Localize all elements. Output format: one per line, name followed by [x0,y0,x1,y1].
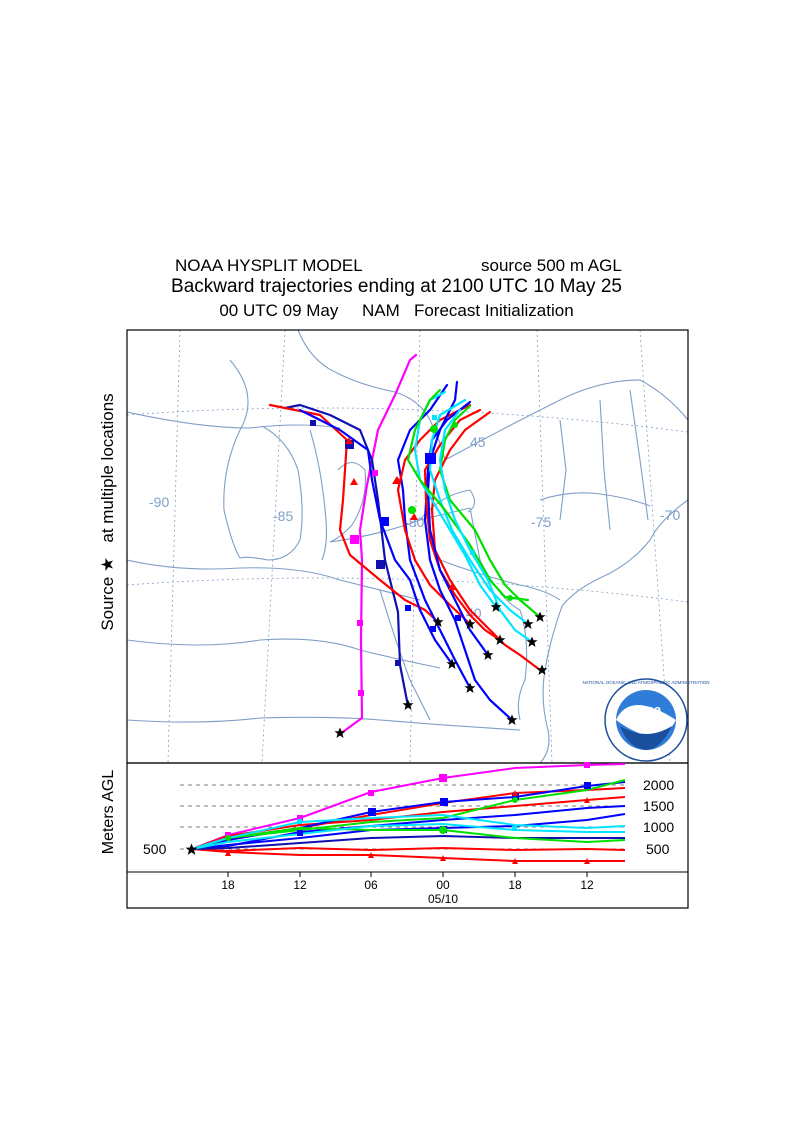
time-tick: 18 [221,878,235,892]
height-profile-blue-2 [191,781,626,850]
trajectory-green-1 [406,388,530,602]
marker [430,425,438,433]
height-profile-magenta [191,763,626,850]
main-title: Backward trajectories ending at 2100 UTC… [171,276,622,297]
marker [392,476,402,484]
model-title: NOAA HYSPLIT MODEL [175,256,363,275]
lon-label: -85 [273,508,293,524]
trajectory-red-4 [430,410,542,672]
time-tick: 12 [293,878,307,892]
map-panel: -90 -85 -80 -75 -70 45 40 noaa NATIONAL … [126,329,710,764]
marker [350,535,359,544]
time-tick: 12 [580,878,594,892]
height-tick: 2000 [643,777,674,793]
trajectory-green-2 [438,404,542,619]
met-model: NAM [362,301,400,320]
height-profile-blue-3 [191,805,626,850]
marker [376,560,385,569]
trajectory-magenta [338,353,418,736]
marker [432,415,437,420]
trajectory-red-2 [396,403,472,626]
logo-text: noaa [631,702,662,717]
lon-label: -70 [660,507,680,523]
height-profile-red-2 [191,847,626,852]
source-star [402,699,414,710]
header-line-3: 00 UTC 09 May NAM Forecast Initializatio… [0,301,793,321]
trajectory-blue-4 [426,380,490,657]
height-tick: 1500 [643,798,674,814]
height-profile-red-1 [191,848,625,862]
lon-label: -75 [531,514,551,530]
marker [425,453,436,464]
marker [410,513,418,520]
marker [395,660,401,666]
marker [358,690,364,696]
marker [380,517,389,526]
height-markers [225,762,591,864]
marker [357,620,363,626]
marker [345,440,354,449]
height-tick: 1000 [643,819,674,835]
marker [408,506,416,514]
marker [405,605,411,611]
trajectory-cyan-3 [438,408,534,644]
time-tick: 00 [436,878,450,892]
trajectory-blue-3 [423,400,514,722]
init-date: 00 UTC 09 May [219,301,339,320]
height-profile-cyan-2 [191,823,625,850]
trajectory-navy-1 [283,403,410,708]
marker [310,420,316,426]
trajectory-markers [310,415,513,696]
height-profile-navy [191,835,625,850]
source-stars [334,601,548,738]
height-panel: 2000 1500 1000 500 500 18 12 06 00 18 12… [126,762,689,909]
trajectory-lines [268,353,542,736]
height-profiles [191,763,626,862]
init-label: Forecast Initialization [413,301,574,320]
date-label: 05/10 [428,892,458,906]
source-star [334,727,346,738]
time-tick: 06 [364,878,378,892]
height-start-label: 500 [143,841,167,857]
lat-label: 45 [470,434,486,450]
logo-ring-text: NATIONAL OCEANIC AND ATMOSPHERIC ADMINIS… [582,680,709,685]
marker [430,626,436,632]
height-tick: 500 [646,841,670,857]
time-tick: 18 [508,878,522,892]
trajectory-blue-2 [396,383,472,690]
marker [507,595,513,601]
source-height: source 500 m AGL [481,256,622,275]
marker [452,422,458,428]
height-profile-cyan-1 [191,814,626,850]
lon-label: -90 [149,494,169,510]
marker [350,478,358,485]
marker [345,437,353,444]
marker [448,583,456,590]
noaa-logo: noaa NATIONAL OCEANIC AND ATMOSPHERIC AD… [582,678,710,762]
height-frame [126,762,689,909]
lon-label: -80 [404,514,424,530]
source-star [464,682,476,693]
marker [372,470,378,476]
marker [455,615,461,621]
marker [470,550,475,555]
